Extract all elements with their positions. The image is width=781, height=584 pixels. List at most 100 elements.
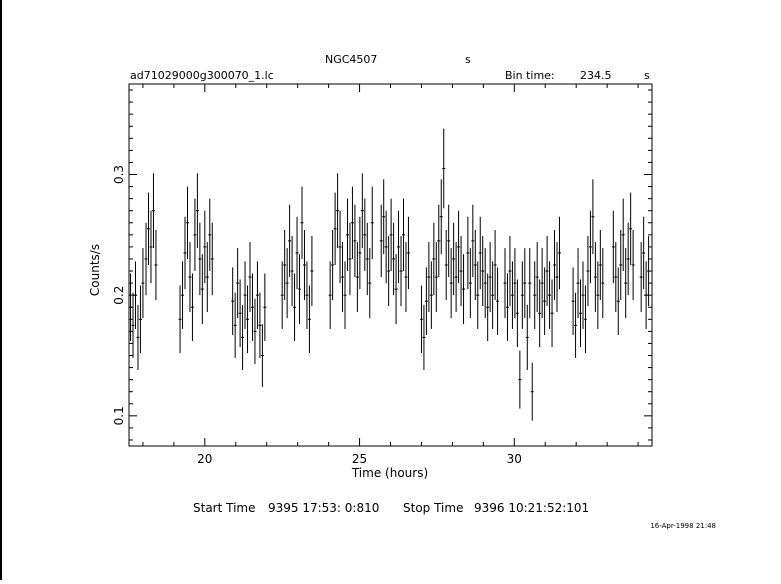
data-point bbox=[149, 210, 153, 284]
data-point bbox=[596, 261, 600, 329]
x-tick-label: 20 bbox=[197, 452, 212, 466]
object-title: NGC4507 bbox=[325, 53, 377, 66]
data-point bbox=[488, 242, 492, 313]
data-point bbox=[614, 242, 618, 313]
data-point bbox=[437, 204, 441, 278]
data-point bbox=[571, 267, 575, 335]
data-point bbox=[639, 242, 643, 313]
data-point bbox=[260, 324, 264, 387]
data-point bbox=[468, 248, 472, 319]
data-point bbox=[523, 248, 527, 319]
data-point bbox=[253, 298, 257, 364]
data-point bbox=[473, 230, 477, 300]
stop-time-label: Stop Time bbox=[403, 501, 463, 515]
data-point bbox=[598, 230, 602, 300]
data-point bbox=[343, 261, 347, 329]
data-point bbox=[338, 210, 342, 284]
data-point bbox=[478, 216, 482, 290]
data-point bbox=[591, 179, 595, 255]
data-point bbox=[528, 248, 532, 319]
data-point bbox=[144, 222, 148, 296]
data-point bbox=[200, 254, 204, 325]
data-point bbox=[151, 173, 155, 249]
data-point bbox=[310, 236, 314, 307]
data-point bbox=[285, 248, 289, 319]
data-point bbox=[181, 261, 185, 329]
ticks-layer: 20 25 30 0.1 0.2 0.3 bbox=[112, 84, 652, 466]
data-point bbox=[432, 222, 436, 296]
data-point bbox=[348, 222, 352, 296]
data-point bbox=[404, 242, 408, 313]
data-point bbox=[626, 222, 630, 296]
data-point bbox=[442, 128, 446, 209]
data-point bbox=[183, 216, 187, 290]
data-point bbox=[538, 279, 542, 348]
data-point bbox=[503, 248, 507, 319]
data-point bbox=[231, 267, 235, 335]
data-point bbox=[491, 261, 495, 329]
data-point bbox=[550, 279, 554, 348]
data-point bbox=[476, 261, 480, 329]
start-time-value: 9395 17:53: 0:810 bbox=[268, 501, 379, 515]
data-point bbox=[363, 198, 367, 272]
data-point bbox=[358, 216, 362, 290]
data-point bbox=[583, 285, 587, 354]
date-stamp: 16-Apr-1998 21:48 bbox=[650, 522, 716, 530]
stop-time-value: 9396 10:21:52:101 bbox=[474, 501, 589, 515]
data-point bbox=[586, 236, 590, 307]
data-point bbox=[333, 192, 337, 265]
data-point bbox=[493, 230, 497, 300]
data-point bbox=[243, 261, 247, 329]
data-point bbox=[208, 198, 212, 272]
data-point bbox=[510, 261, 514, 329]
data-point bbox=[515, 279, 519, 348]
data-point bbox=[248, 242, 252, 313]
data-point bbox=[389, 198, 393, 272]
data-point bbox=[434, 242, 438, 313]
data-point bbox=[394, 254, 398, 325]
data-point bbox=[198, 222, 202, 296]
data-point bbox=[241, 304, 245, 370]
data-point bbox=[471, 204, 475, 278]
data-point bbox=[263, 273, 267, 342]
data-point bbox=[328, 261, 332, 329]
data-point bbox=[190, 273, 194, 342]
data-point bbox=[302, 230, 306, 300]
data-point bbox=[422, 304, 426, 370]
data-point bbox=[459, 236, 463, 307]
data-point bbox=[283, 230, 287, 300]
data-point bbox=[574, 292, 578, 358]
data-point bbox=[131, 292, 135, 358]
data-point bbox=[355, 242, 359, 313]
data-point bbox=[462, 254, 466, 325]
data-point bbox=[508, 236, 512, 307]
data-point bbox=[136, 304, 140, 370]
window-edge bbox=[0, 0, 2, 580]
data-point bbox=[629, 192, 633, 265]
data-point bbox=[250, 273, 254, 342]
data-point bbox=[616, 267, 620, 335]
data-point bbox=[210, 222, 214, 296]
plot-frame bbox=[128, 83, 653, 447]
data-point bbox=[439, 179, 443, 255]
data-point bbox=[429, 261, 433, 329]
data-point bbox=[345, 198, 349, 272]
data-point bbox=[384, 210, 388, 284]
data-point bbox=[601, 248, 605, 319]
y-tick-label: 0.2 bbox=[112, 286, 126, 305]
data-point bbox=[457, 210, 461, 284]
data-point bbox=[483, 248, 487, 319]
bin-time-label: Bin time: bbox=[505, 69, 555, 82]
data-point bbox=[543, 267, 547, 335]
data-point bbox=[298, 254, 302, 325]
data-point bbox=[530, 362, 534, 421]
data-point bbox=[353, 204, 357, 278]
data-point bbox=[341, 242, 345, 313]
y-axis-label: Counts/s bbox=[88, 244, 102, 296]
data-point bbox=[444, 230, 448, 300]
data-point bbox=[449, 248, 453, 319]
data-point bbox=[540, 248, 544, 319]
data-point bbox=[280, 261, 284, 329]
